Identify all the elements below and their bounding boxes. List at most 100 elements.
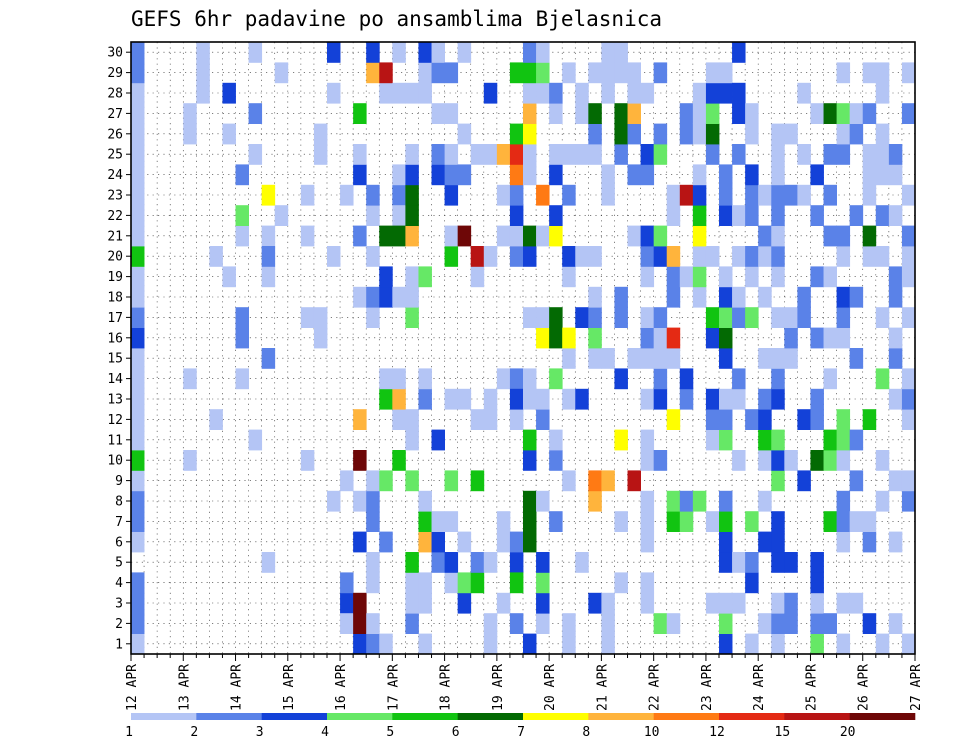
heatmap-cell <box>823 511 837 532</box>
legend-swatch <box>457 713 524 720</box>
heatmap-cell <box>131 144 145 165</box>
heatmap-cell <box>797 409 811 430</box>
heatmap-cell <box>862 409 877 430</box>
legend-swatch <box>523 713 589 720</box>
heatmap-cell <box>405 184 419 206</box>
heatmap-cell <box>771 511 785 532</box>
heatmap-cell <box>588 62 602 84</box>
heatmap-cell <box>470 266 485 288</box>
heatmap-cell <box>810 592 824 614</box>
heatmap-cell <box>509 531 524 553</box>
heatmap-cell <box>614 511 628 532</box>
x-tick-label: 21 APR <box>595 664 610 711</box>
heatmap-cell <box>601 613 615 634</box>
heatmap-cell <box>784 184 798 206</box>
legend-label: 4 <box>321 725 329 740</box>
heatmap-cell <box>536 42 550 63</box>
heatmap-cell <box>719 348 733 369</box>
y-tick-label: 16 <box>107 331 123 346</box>
heatmap-cell <box>523 633 537 655</box>
heatmap-cell <box>562 348 576 369</box>
heatmap-cell <box>509 62 524 84</box>
heatmap-cell <box>901 246 916 267</box>
heatmap-cell <box>235 205 249 226</box>
heatmap-cell <box>745 205 759 226</box>
heatmap-cell <box>353 613 367 634</box>
heatmap-cell <box>131 388 145 410</box>
legend-label: 5 <box>386 725 394 740</box>
heatmap-cell <box>509 409 524 430</box>
x-tick-label: 23 APR <box>700 664 715 711</box>
heatmap-cell <box>483 144 498 165</box>
y-tick-label: 21 <box>107 229 123 244</box>
heatmap-cell <box>405 592 419 614</box>
legend-label: 10 <box>644 725 660 740</box>
legend-swatch <box>327 713 393 720</box>
heatmap-cell <box>261 225 276 247</box>
heatmap-cell <box>575 552 589 573</box>
heatmap-cell <box>131 42 145 63</box>
heatmap-cell <box>719 592 733 614</box>
heatmap-cell <box>745 633 759 655</box>
heatmap-cell <box>366 184 380 206</box>
heatmap-cell <box>836 246 851 267</box>
heatmap-cell <box>653 450 668 471</box>
heatmap-cell <box>457 531 472 553</box>
heatmap-cell <box>666 184 681 206</box>
y-tick-label: 28 <box>107 87 123 102</box>
heatmap-cell <box>640 572 655 594</box>
heatmap-cell <box>732 592 746 614</box>
y-tick-label: 22 <box>107 209 123 224</box>
heatmap-cell <box>418 572 432 594</box>
heatmap-cell <box>601 62 615 84</box>
heatmap-cell <box>601 184 615 206</box>
heatmap-cell <box>888 266 903 288</box>
heatmap-cell <box>405 552 419 573</box>
heatmap-cell <box>614 286 628 308</box>
heatmap-cell <box>745 409 759 430</box>
heatmap-cell <box>588 307 602 328</box>
heatmap-cell <box>745 307 759 328</box>
heatmap-cell <box>732 42 746 63</box>
heatmap-cell <box>823 266 837 288</box>
heatmap-cell <box>483 633 498 655</box>
heatmap-cell <box>810 205 824 226</box>
heatmap-cell <box>614 368 628 390</box>
heatmap-cell <box>575 388 589 410</box>
legend-label: 7 <box>517 725 525 740</box>
heatmap-cell <box>862 184 877 206</box>
legend-swatch <box>588 713 654 720</box>
heatmap-cell <box>523 531 537 553</box>
heatmap-cell <box>758 429 772 451</box>
heatmap-cell <box>875 490 890 512</box>
heatmap-cell <box>131 572 145 594</box>
heatmap-cell <box>679 103 694 124</box>
heatmap-cell <box>131 286 145 308</box>
heatmap-cell <box>875 307 890 328</box>
heatmap-cell <box>901 103 916 124</box>
heatmap-cell <box>183 123 197 145</box>
heatmap-cell <box>509 164 524 186</box>
heatmap-cell <box>588 592 602 614</box>
heatmap-cell <box>849 205 864 226</box>
heatmap-cell <box>692 266 707 288</box>
heatmap-cell <box>758 348 772 369</box>
legend-label: 3 <box>256 725 264 740</box>
heatmap-cell <box>640 490 655 512</box>
heatmap-cell <box>470 144 485 165</box>
heatmap-cell <box>353 450 367 471</box>
heatmap-cell <box>418 490 432 512</box>
heatmap-cell <box>705 307 720 328</box>
heatmap-cell <box>666 286 681 308</box>
heatmap-cell <box>771 531 785 553</box>
heatmap-cell <box>183 450 197 471</box>
x-tick-label: 27 APR <box>909 664 924 711</box>
heatmap-cell <box>758 388 772 410</box>
heatmap-cell <box>640 82 655 104</box>
heatmap-cell <box>692 82 707 104</box>
heatmap-cell <box>849 429 864 451</box>
heatmap-cell <box>405 409 419 430</box>
heatmap-cell <box>353 286 367 308</box>
heatmap-cell <box>705 123 720 145</box>
heatmap-cell <box>771 307 785 328</box>
